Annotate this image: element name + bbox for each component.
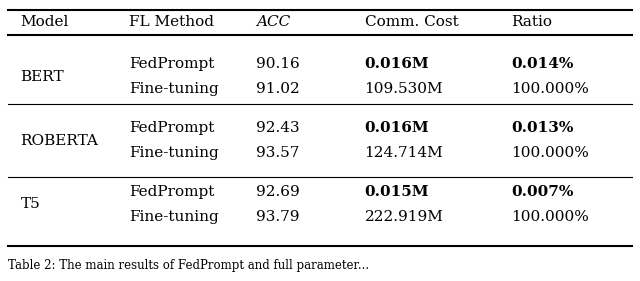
Text: 91.02: 91.02 bbox=[256, 82, 300, 96]
Text: 0.016M: 0.016M bbox=[365, 121, 429, 135]
Text: 0.016M: 0.016M bbox=[365, 57, 429, 71]
Text: 0.014%: 0.014% bbox=[511, 57, 573, 71]
Text: BERT: BERT bbox=[20, 69, 64, 83]
Text: T5: T5 bbox=[20, 198, 40, 212]
Text: 93.79: 93.79 bbox=[256, 210, 300, 224]
Text: 124.714M: 124.714M bbox=[365, 146, 444, 160]
Text: Fine-tuning: Fine-tuning bbox=[129, 210, 219, 224]
Text: FL Method: FL Method bbox=[129, 15, 214, 29]
Text: 222.919M: 222.919M bbox=[365, 210, 444, 224]
Text: 92.69: 92.69 bbox=[256, 185, 300, 199]
Text: 92.43: 92.43 bbox=[256, 121, 300, 135]
Text: FedPrompt: FedPrompt bbox=[129, 57, 214, 71]
Text: 0.015M: 0.015M bbox=[365, 185, 429, 199]
Text: 93.57: 93.57 bbox=[256, 146, 300, 160]
Text: Table 2: The main results of FedPrompt and full parameter...: Table 2: The main results of FedPrompt a… bbox=[8, 259, 369, 272]
Text: Fine-tuning: Fine-tuning bbox=[129, 146, 219, 160]
Text: 0.007%: 0.007% bbox=[511, 185, 573, 199]
Text: Model: Model bbox=[20, 15, 69, 29]
Text: FedPrompt: FedPrompt bbox=[129, 121, 214, 135]
Text: FedPrompt: FedPrompt bbox=[129, 185, 214, 199]
Text: Ratio: Ratio bbox=[511, 15, 552, 29]
Text: 90.16: 90.16 bbox=[256, 57, 300, 71]
Text: 100.000%: 100.000% bbox=[511, 82, 589, 96]
Text: ACC: ACC bbox=[256, 15, 291, 29]
Text: Fine-tuning: Fine-tuning bbox=[129, 82, 219, 96]
Text: 100.000%: 100.000% bbox=[511, 146, 589, 160]
Text: 0.013%: 0.013% bbox=[511, 121, 573, 135]
Text: Comm. Cost: Comm. Cost bbox=[365, 15, 458, 29]
Text: 100.000%: 100.000% bbox=[511, 210, 589, 224]
Text: ROBERTA: ROBERTA bbox=[20, 133, 99, 148]
Text: 109.530M: 109.530M bbox=[365, 82, 444, 96]
